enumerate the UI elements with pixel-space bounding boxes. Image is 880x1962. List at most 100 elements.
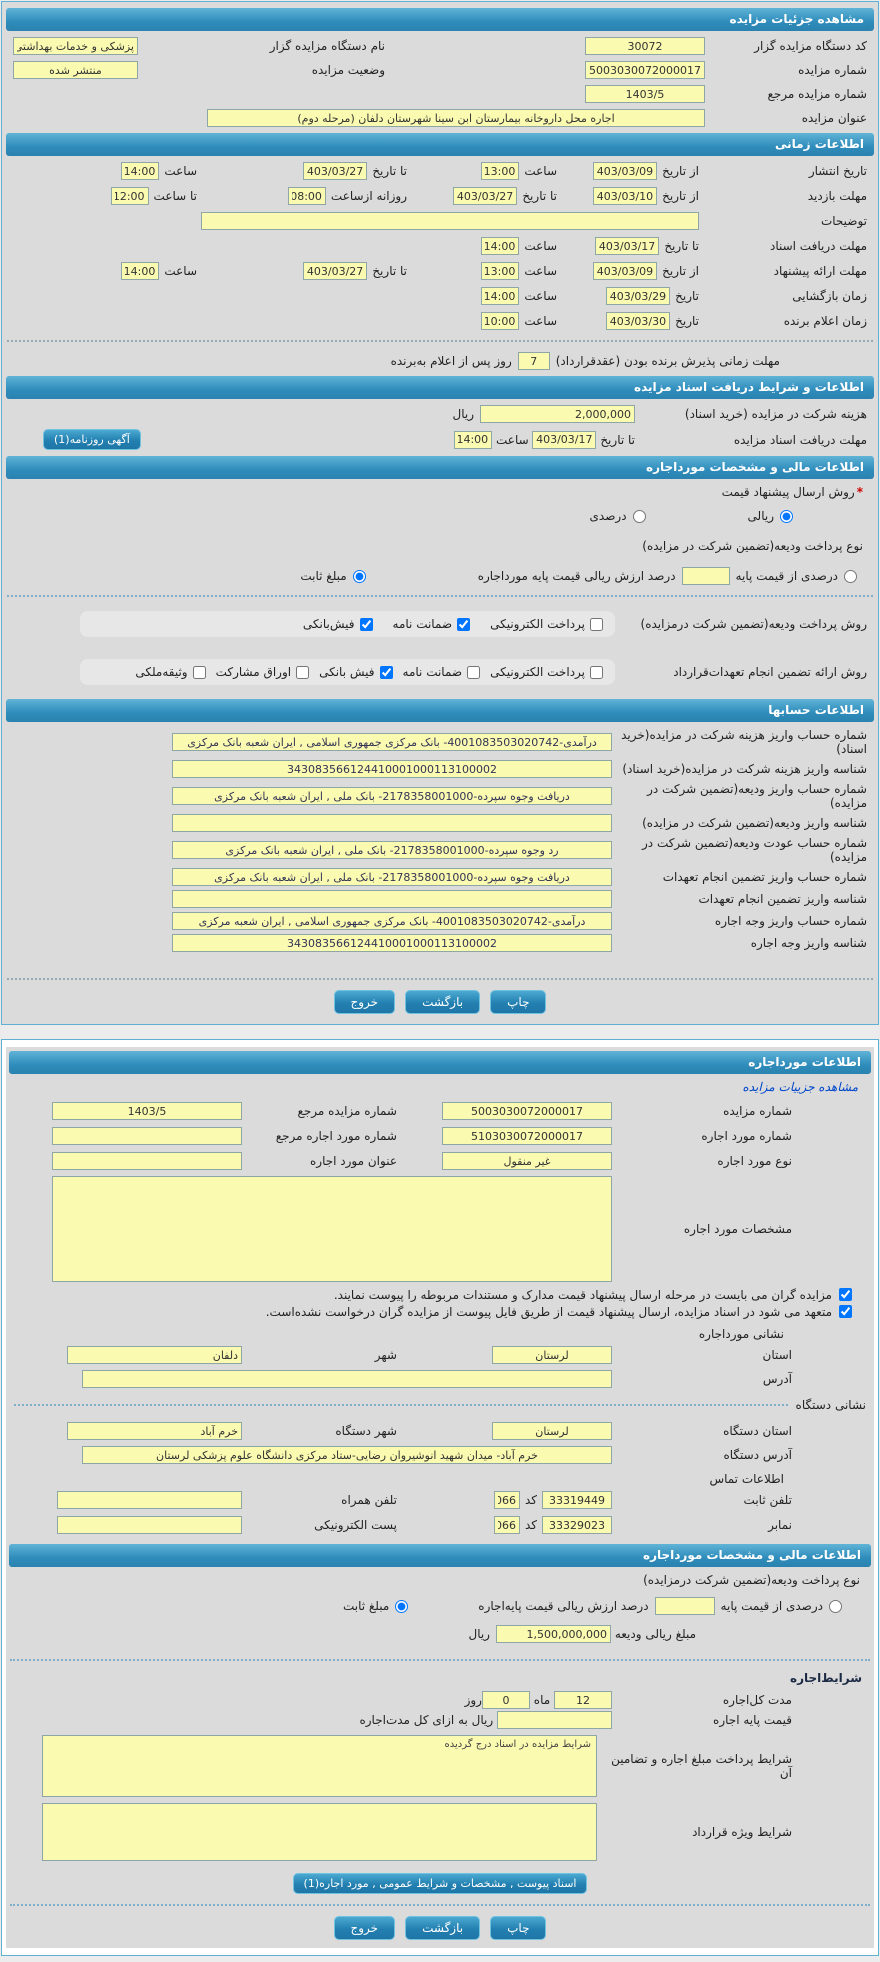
notes-input[interactable] — [201, 212, 699, 230]
offer-from-date-input[interactable] — [593, 262, 658, 280]
winner-date-input[interactable] — [606, 312, 671, 330]
back-button-2[interactable]: بازگشت — [405, 1916, 481, 1940]
pay-guarantee-option[interactable]: ضمانت نامه — [393, 617, 473, 631]
deposit-percent-radio[interactable] — [844, 569, 857, 583]
guarantee-bank-slip-option[interactable]: فیش بانکی — [319, 665, 394, 679]
attachments-button[interactable]: اسناد پیوست , مشخصات و شرایط عمومی , مور… — [292, 1873, 588, 1894]
phone-input[interactable] — [542, 1491, 612, 1509]
account-row-input[interactable] — [172, 868, 612, 886]
account-row-input[interactable] — [172, 912, 612, 930]
account-row-input[interactable] — [172, 760, 612, 778]
opening-time-input[interactable] — [481, 287, 520, 305]
publish-to-time-input[interactable] — [121, 162, 160, 180]
rial-radio[interactable] — [780, 509, 793, 523]
guarantee-collateral-checkbox[interactable] — [192, 665, 206, 679]
item-specs-textarea[interactable] — [52, 1176, 612, 1282]
pay-electronic-option[interactable]: پرداخت الکترونیکی — [490, 617, 605, 631]
rial-radio-option[interactable]: ریالی — [748, 509, 795, 523]
docs-receive-date-input[interactable] — [595, 237, 660, 255]
email-input[interactable] — [57, 1516, 242, 1534]
auction-ref-input-2[interactable] — [52, 1102, 242, 1120]
account-row-input[interactable] — [172, 814, 612, 832]
province-input[interactable] — [492, 1346, 612, 1364]
agency-province-input[interactable] — [492, 1422, 612, 1440]
account-row-input[interactable] — [172, 934, 612, 952]
guarantee-guarantee-checkbox[interactable] — [467, 665, 481, 679]
guarantee-bank-slip-checkbox[interactable] — [379, 665, 393, 679]
deposit-fixed-radio[interactable] — [352, 569, 366, 583]
offer-to-date-input[interactable] — [303, 262, 368, 280]
pay-electronic-checkbox[interactable] — [590, 617, 603, 631]
guarantee-bonds-option[interactable]: اوراق مشارکت — [216, 665, 311, 679]
note-attach-docs-checkbox[interactable] — [839, 1288, 852, 1301]
pay-bank-slip-option[interactable]: فیش‌بانکی — [303, 617, 375, 631]
auction-status-input[interactable] — [13, 61, 138, 79]
pay-bank-slip-checkbox[interactable] — [359, 617, 373, 631]
lease-months-input[interactable] — [554, 1691, 612, 1709]
guarantee-electronic-option[interactable]: پرداخت الکترونیکی — [490, 665, 605, 679]
offer-to-time-input[interactable] — [121, 262, 160, 280]
item-number-input[interactable] — [442, 1127, 612, 1145]
visit-daily-to-input[interactable] — [110, 187, 149, 205]
docs-deadline-time-input[interactable] — [454, 430, 493, 449]
view-auction-details-link[interactable]: مشاهده جزییات مزایده — [742, 1080, 858, 1094]
org-name-input[interactable] — [13, 37, 138, 55]
visit-daily-from-input[interactable] — [287, 187, 326, 205]
lease-days-input[interactable] — [481, 1691, 530, 1709]
item-title-input[interactable] — [52, 1152, 242, 1170]
publish-from-time-input[interactable] — [481, 162, 520, 180]
offer-from-time-input[interactable] — [481, 262, 520, 280]
phone-code-input[interactable] — [493, 1491, 520, 1509]
participation-fee-input[interactable] — [480, 405, 635, 423]
fax-input[interactable] — [542, 1516, 612, 1534]
visit-from-date-input[interactable] — [593, 187, 658, 205]
deposit-percent-input-2[interactable] — [654, 1597, 715, 1615]
deposit-percent-radio-2[interactable] — [829, 1599, 842, 1613]
guarantee-electronic-checkbox[interactable] — [590, 665, 603, 679]
account-row-input[interactable] — [172, 733, 612, 751]
print-button[interactable]: چاپ — [490, 990, 547, 1014]
winner-acceptance-days-input[interactable] — [517, 352, 550, 370]
special-terms-textarea[interactable] — [42, 1803, 597, 1861]
deposit-fixed-option[interactable]: مبلغ ثابت — [300, 569, 367, 583]
agency-city-input[interactable] — [67, 1422, 242, 1440]
deposit-amount-input[interactable] — [495, 1625, 611, 1643]
guarantee-bonds-checkbox[interactable] — [296, 665, 310, 679]
auction-ref-input[interactable] — [585, 85, 705, 103]
account-row-input[interactable] — [172, 890, 612, 908]
publish-to-date-input[interactable] — [303, 162, 368, 180]
city-input[interactable] — [67, 1346, 242, 1364]
docs-receive-time-input[interactable] — [481, 237, 520, 255]
payment-terms-textarea[interactable]: شرایط مزایده در اسناد درج گردیده — [42, 1735, 597, 1797]
auction-number-input[interactable] — [585, 61, 705, 79]
percent-radio-option[interactable]: درصدی — [590, 509, 648, 523]
percent-radio[interactable] — [632, 509, 646, 523]
guarantee-collateral-option[interactable]: وثیقه‌ملکی — [135, 665, 207, 679]
deposit-fixed-radio-2[interactable] — [395, 1599, 409, 1613]
auction-number-input-2[interactable] — [442, 1102, 612, 1120]
exit-button[interactable]: خروج — [333, 990, 396, 1014]
auction-title-input[interactable] — [207, 109, 705, 127]
org-code-input[interactable] — [585, 37, 705, 55]
deposit-percent-option-2[interactable]: درصدی از قیمت پایه — [721, 1599, 844, 1613]
deposit-percent-option[interactable]: درصدی از قیمت پایه — [736, 569, 859, 583]
publish-from-date-input[interactable] — [593, 162, 658, 180]
docs-deadline-date-input[interactable] — [532, 430, 597, 449]
base-price-input[interactable] — [497, 1711, 612, 1729]
account-row-input[interactable] — [172, 787, 612, 805]
account-row-input[interactable] — [172, 841, 612, 859]
winner-time-input[interactable] — [481, 312, 520, 330]
agency-address-input[interactable] — [82, 1446, 612, 1464]
back-button[interactable]: بازگشت — [405, 990, 481, 1014]
fax-code-input[interactable] — [493, 1516, 520, 1534]
deposit-fixed-option-2[interactable]: مبلغ ثابت — [343, 1599, 410, 1613]
visit-to-date-input[interactable] — [453, 187, 518, 205]
opening-date-input[interactable] — [606, 287, 671, 305]
item-type-input[interactable] — [442, 1152, 612, 1170]
mobile-input[interactable] — [57, 1491, 242, 1509]
newspaper-ad-button[interactable]: آگهی روزنامه(1) — [43, 429, 141, 450]
pay-guarantee-checkbox[interactable] — [457, 617, 471, 631]
item-ref-input[interactable] — [52, 1127, 242, 1145]
deposit-percent-input[interactable] — [681, 567, 730, 585]
exit-button-2[interactable]: خروج — [333, 1916, 396, 1940]
